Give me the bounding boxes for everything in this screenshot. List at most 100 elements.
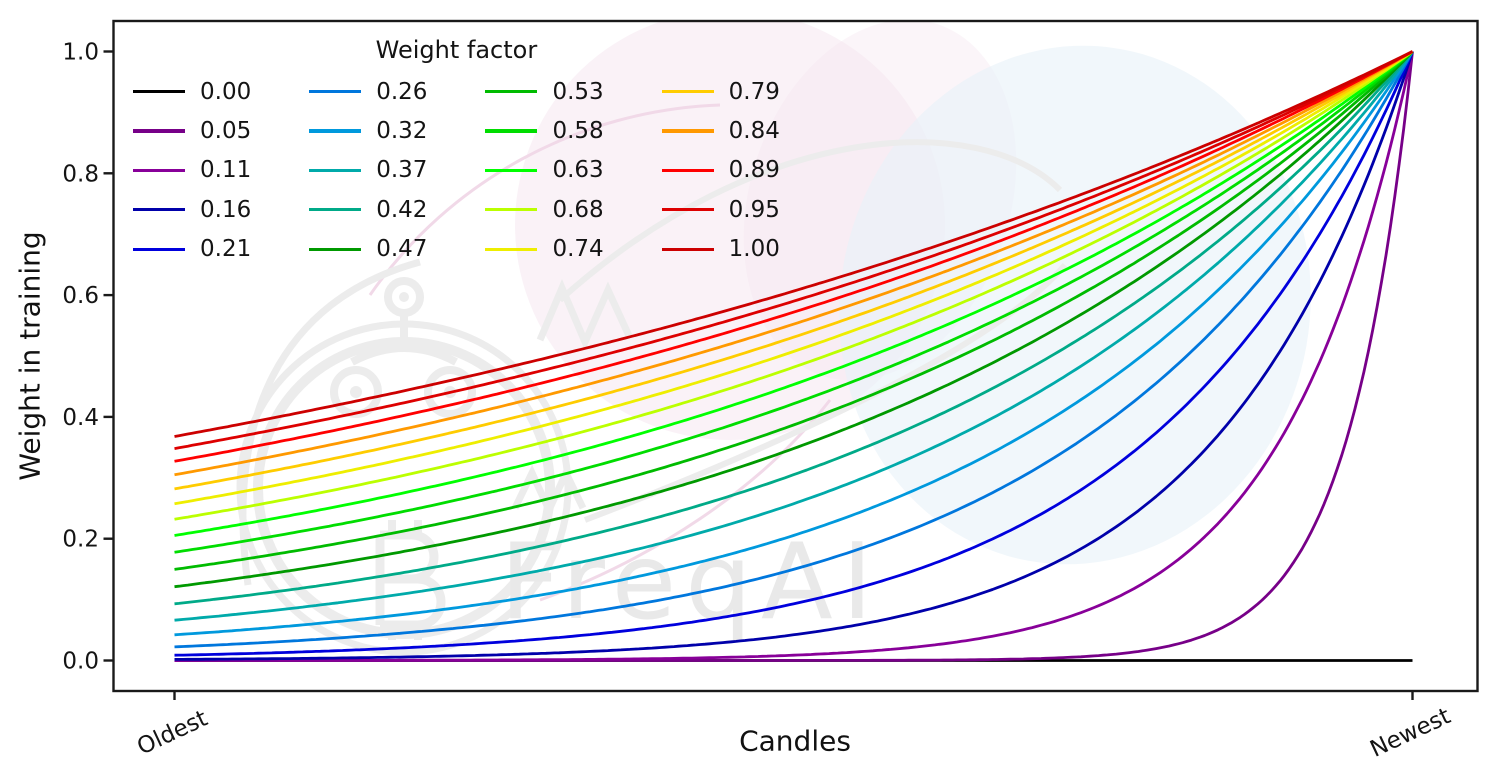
y-tick-label: 1.0 [62, 40, 99, 66]
x-tick-label: Newest [1366, 703, 1454, 763]
legend-label: 0.58 [552, 118, 604, 145]
legend-swatch [309, 90, 362, 94]
legend-title: Weight factor [375, 36, 538, 64]
legend-swatch [133, 247, 185, 251]
legend-swatch [661, 129, 714, 133]
legend-entry: 0.89 [661, 151, 780, 190]
watermark-leaf-outline [368, 103, 721, 296]
series-line-0.21 [174, 50, 1414, 657]
legend-swatch [133, 129, 185, 133]
legend-entry: 0.53 [485, 72, 604, 111]
series-line-0.58 [174, 50, 1414, 554]
legend-entry: 0.47 [309, 230, 427, 269]
x-axis-label: Candles [739, 724, 851, 758]
y-tick-label: 0.6 [62, 283, 99, 309]
series-line-0.79 [174, 50, 1414, 491]
series-line-1.00 [174, 50, 1414, 438]
legend-swatch [133, 90, 185, 94]
legend-entry: 0.37 [309, 151, 427, 190]
y-tick-label: 0.2 [62, 527, 99, 553]
legend-label: 0.89 [728, 157, 780, 184]
series-line-0.53 [174, 50, 1414, 571]
legend-label: 0.00 [200, 78, 252, 105]
legend-swatch [661, 208, 714, 212]
legend-swatch [133, 208, 185, 212]
watermark-freqai-text: FreqAI [500, 521, 882, 643]
legend-label: 0.16 [200, 196, 252, 223]
series-line-0.16 [174, 51, 1414, 661]
y-tick-label: 0.0 [62, 649, 99, 675]
legend-swatch [309, 129, 362, 133]
legend-label: 1.00 [728, 236, 780, 263]
legend-swatch [485, 129, 538, 133]
series-line-0.47 [174, 50, 1414, 589]
legend-swatch [309, 208, 362, 212]
legend-swatch [661, 168, 714, 173]
legend-label: 0.32 [376, 118, 428, 145]
series-line-0.68 [174, 50, 1414, 521]
legend-entry: 0.58 [485, 111, 604, 150]
y-tick-label: 0.4 [62, 405, 99, 431]
series-line-0.89 [174, 50, 1414, 463]
y-axis-ticks: 0.0 0.2 0.4 0.6 0.8 1.0 [62, 40, 114, 675]
legend-label: 0.84 [728, 118, 780, 145]
legend-label: 0.42 [376, 196, 428, 223]
legend-label: 0.74 [552, 236, 604, 263]
legend-swatch [309, 168, 362, 173]
series-line-0.32 [174, 50, 1414, 637]
series-line-0.84 [174, 50, 1414, 477]
x-tick-label: Oldest [133, 706, 211, 761]
legend-entry: 0.05 [133, 111, 251, 150]
legend-entry: 0.63 [485, 151, 604, 190]
legend-grid: 0.00 0.05 0.11 0.16 0.21 0.26 0.32 0.37 0.42 0.47… [133, 72, 780, 269]
legend-entry: 0.16 [133, 190, 251, 229]
legend-label: 0.21 [200, 236, 252, 263]
series-line-0.26 [174, 50, 1414, 649]
legend-label: 0.53 [552, 78, 604, 105]
legend-label: 0.11 [200, 157, 252, 184]
legend-entry: 0.32 [309, 111, 427, 150]
legend-entry: 0.74 [485, 230, 604, 269]
legend-label: 0.05 [200, 118, 252, 145]
series-line-0.11 [174, 51, 1414, 662]
legend-entry: 0.00 [133, 72, 251, 111]
legend-swatch [309, 247, 362, 251]
legend-swatch [661, 247, 714, 251]
legend-entry: 0.68 [485, 190, 604, 229]
y-tick-label: 0.8 [62, 161, 99, 187]
axes-frame [112, 19, 1479, 693]
legend-entry: 0.42 [309, 190, 427, 229]
legend-entry: 0.21 [133, 230, 251, 269]
series-line-0.37 [174, 50, 1414, 622]
legend-label: 0.95 [728, 196, 780, 223]
legend-entry: 0.84 [661, 111, 780, 150]
legend-label: 0.68 [552, 196, 604, 223]
legend-label: 0.79 [728, 78, 780, 105]
legend-swatch [485, 208, 538, 212]
watermark-leaf-pink [515, 22, 945, 440]
series-line-0.74 [174, 50, 1414, 506]
legend-entry: 0.11 [133, 151, 251, 190]
legend-label: 0.26 [376, 78, 428, 105]
legend-swatch [133, 168, 185, 173]
legend-label: 0.63 [552, 157, 604, 184]
series-line-0.42 [174, 50, 1414, 606]
series-line-0.63 [174, 50, 1414, 537]
legend-label: 0.47 [376, 236, 428, 263]
legend-label: 0.37 [376, 157, 428, 184]
legend-entry: 0.95 [661, 190, 780, 229]
legend-swatch [485, 90, 538, 94]
legend-swatch [661, 90, 714, 94]
legend-swatch [485, 247, 538, 251]
legend-swatch [485, 168, 538, 173]
legend: Weight factor 0.00 0.05 0.11 0.16 0.21 0.26 0.… [133, 36, 780, 269]
series-lines [174, 50, 1414, 662]
legend-entry: 0.26 [309, 72, 427, 111]
y-axis-label: Weight in training [13, 231, 47, 481]
series-line-0.95 [174, 50, 1414, 450]
legend-entry: 1.00 [661, 230, 780, 269]
legend-entry: 0.79 [661, 72, 780, 111]
watermark-leaf-outline [539, 399, 832, 602]
